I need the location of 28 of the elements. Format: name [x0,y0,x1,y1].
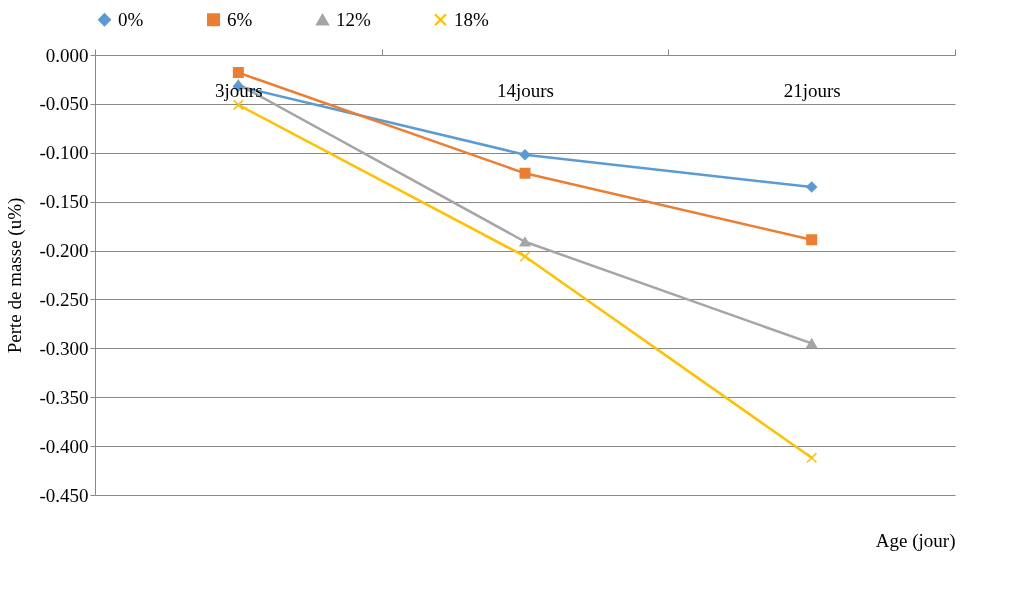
y-tick-label: -0.050 [39,93,89,115]
y-tick-label: -0.250 [39,288,89,310]
point [519,250,531,262]
point [806,234,818,246]
y-axis-title: Perte de masse (u%) [4,197,27,354]
y-tick-label: -0.100 [39,142,89,164]
point [806,338,818,349]
x-tick-label: 14jours [497,79,554,101]
y-tick-label: -0.200 [39,240,89,262]
legend-label: 6% [227,8,253,30]
y-tick-label: 0.000 [45,44,89,66]
y-tick-label: -0.450 [39,484,89,506]
y-tick-label: -0.400 [39,435,89,457]
point [519,236,531,247]
x-tick-label: 3jours [215,79,263,101]
x-tick-label: 21jours [783,79,841,101]
point [806,181,818,193]
y-tick-label: -0.350 [39,386,89,408]
y-tick-label: -0.150 [39,191,89,213]
point [232,67,244,79]
point [806,452,818,464]
legend-label: 18% [454,8,489,30]
y-tick-label: -0.300 [39,337,89,359]
point [519,149,531,161]
x-axis-title: Age (jour) [875,529,956,552]
legend-label: 12% [336,8,371,30]
point [519,167,531,179]
legend-label: 0% [118,8,144,30]
